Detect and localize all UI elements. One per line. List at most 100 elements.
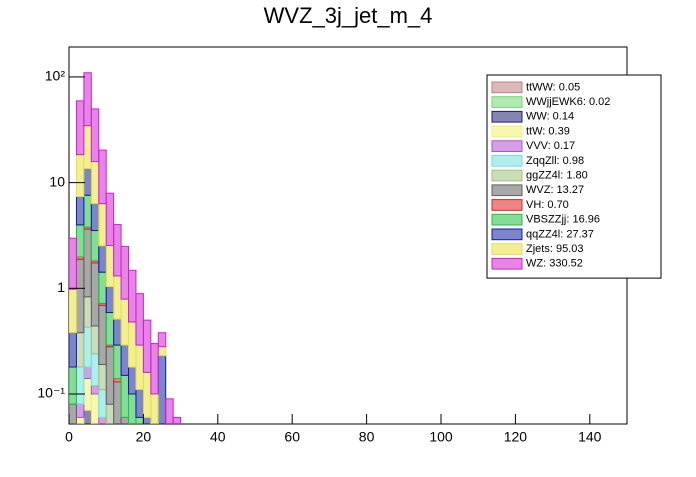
legend-swatch <box>491 228 523 241</box>
bar-segment <box>90 262 100 327</box>
bar-segment <box>113 344 122 380</box>
bar-segment <box>75 100 85 156</box>
legend-label: VH: 0.70 <box>526 199 569 211</box>
legend-swatch <box>491 110 523 123</box>
bar-segment <box>69 366 77 405</box>
legend-label: WWjjEWK6: 0.02 <box>526 96 610 108</box>
bar-segment <box>113 378 122 383</box>
bar-segment <box>150 343 159 395</box>
bar-segment <box>83 72 92 127</box>
bar-segment <box>75 224 85 258</box>
bar-segment <box>98 245 107 273</box>
bar-segment <box>135 293 144 346</box>
y-tick-label: 10⁻¹ <box>37 385 65 401</box>
legend-swatch <box>491 169 523 182</box>
bar-segment <box>120 416 130 424</box>
bar-segment <box>166 429 173 472</box>
bar-segment <box>158 449 165 472</box>
bar-segment <box>83 409 92 424</box>
legend-swatch <box>491 96 523 108</box>
bar-segment <box>91 436 98 472</box>
bar-segment <box>84 429 91 472</box>
bar-segment <box>128 321 137 368</box>
legend-swatch <box>491 140 523 153</box>
bar-segment <box>75 366 85 405</box>
legend-label: ggZZ4l: 1.80 <box>526 169 588 181</box>
bar-segment <box>84 468 91 472</box>
bar-segment <box>91 429 98 472</box>
bar-segment <box>106 429 113 472</box>
legend-swatch <box>491 125 523 138</box>
bar-segment <box>157 355 167 424</box>
legend-swatch <box>491 257 523 270</box>
legend-label: VBSZZjj: 16.96 <box>526 214 600 226</box>
bar-segment <box>106 426 113 449</box>
bar-segment <box>75 403 85 418</box>
legend-label: qqZZ4l: 27.37 <box>526 228 594 240</box>
bar-segment <box>106 449 113 472</box>
bar-segment <box>75 154 85 198</box>
bar-segment <box>83 168 92 196</box>
bar-segment <box>173 468 180 472</box>
bar-segment <box>166 449 173 472</box>
bar-segment <box>113 224 122 277</box>
y-tick-label: 10² <box>45 68 66 84</box>
bar-segment <box>120 374 130 418</box>
bar-segment <box>172 416 182 424</box>
legend-swatch <box>491 199 523 211</box>
bar-segment <box>90 230 100 262</box>
legend-label: Zjets: 95.03 <box>526 243 583 255</box>
bar-segment <box>173 429 180 472</box>
bar-segment <box>151 429 158 472</box>
bar-segment <box>90 385 100 395</box>
legend-label: ttW: 0.39 <box>526 125 570 137</box>
bar-segment <box>98 304 107 366</box>
bar-segment <box>128 366 137 395</box>
bar-segment <box>83 228 92 298</box>
bar-segment <box>75 196 85 226</box>
legend-swatch <box>491 184 523 197</box>
bar-segment <box>69 332 77 368</box>
x-tick-label: 80 <box>359 429 375 445</box>
x-tick-label: 120 <box>504 429 528 445</box>
bars <box>69 72 182 472</box>
bar-segment <box>128 269 137 323</box>
bar-segment <box>69 288 77 334</box>
bar-segment <box>142 319 152 373</box>
bar-segment <box>114 449 121 468</box>
legend-swatch <box>491 243 523 255</box>
bar-segment <box>150 393 159 424</box>
bar-segment <box>69 237 77 290</box>
x-tick-label: 20 <box>136 429 152 445</box>
bar-segment <box>113 318 122 346</box>
bar-segment <box>165 398 174 424</box>
bar-segment <box>83 296 92 328</box>
bar-segment <box>76 429 83 449</box>
bar-segment <box>158 429 165 472</box>
bar-segment <box>90 203 100 232</box>
bar-segment <box>105 286 115 314</box>
bar-segment <box>105 403 115 424</box>
x-tick-label: 0 <box>65 429 73 445</box>
bar-segment <box>83 366 92 380</box>
bar-segment <box>142 371 152 418</box>
bar-segment <box>90 325 100 355</box>
bar-segment <box>98 203 107 247</box>
legend-swatch <box>491 81 523 94</box>
chart-title: WVZ_3j_jet_m_4 <box>264 3 433 28</box>
x-tick-label: 40 <box>210 429 226 445</box>
bar-segment <box>69 449 76 472</box>
x-tick-label: 140 <box>578 429 602 445</box>
bar-segment <box>120 298 130 346</box>
bar-segment <box>105 192 115 247</box>
legend-label: VVV: 0.17 <box>526 140 575 152</box>
bar-segment <box>143 449 150 472</box>
x-tick-label: 100 <box>429 429 453 445</box>
bar-segment <box>90 161 100 205</box>
bar-segment <box>98 271 107 304</box>
legend-label: ttWW: 0.05 <box>526 81 580 93</box>
bar-segment <box>98 416 107 424</box>
bar-segment <box>90 353 100 387</box>
bar-segment <box>75 258 85 334</box>
